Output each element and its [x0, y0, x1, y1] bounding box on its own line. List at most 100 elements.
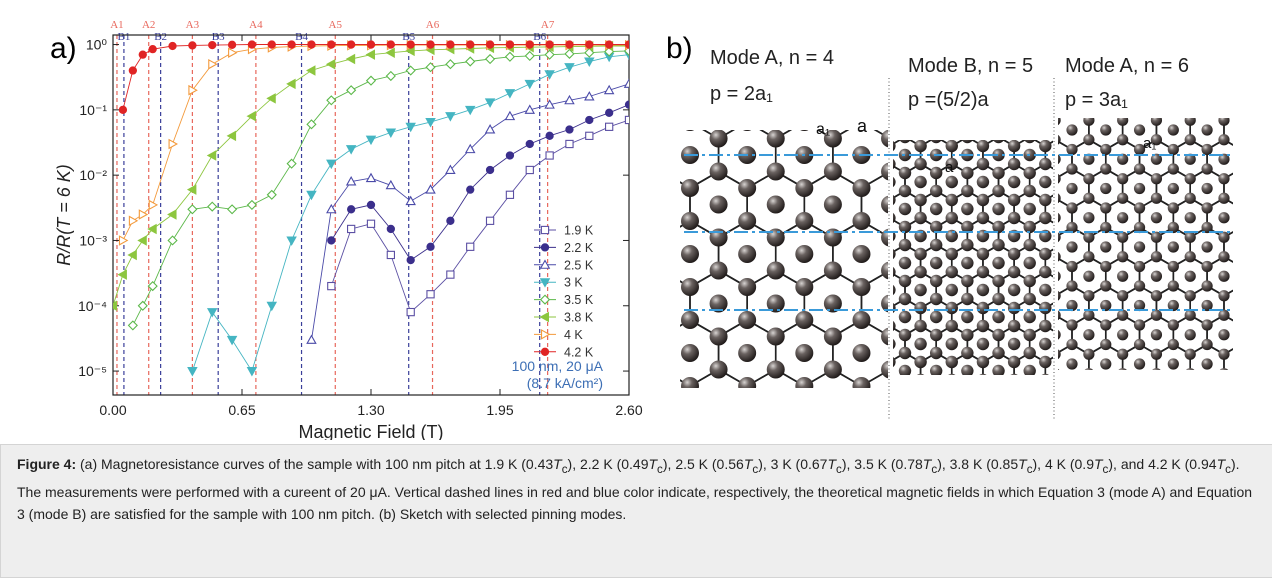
bond: [858, 299, 874, 308]
atom: [1050, 407, 1061, 418]
atom: [881, 394, 899, 412]
bond: [1140, 432, 1157, 440]
atom: [1007, 175, 1021, 189]
atom: [898, 202, 912, 216]
atom: [992, 292, 1005, 306]
atom: [945, 283, 958, 297]
atom: [929, 184, 943, 198]
atom: [961, 401, 973, 413]
marker: [624, 115, 629, 125]
atom: [914, 140, 927, 153]
atom: [893, 194, 896, 206]
marker: [525, 139, 534, 149]
atom: [1050, 388, 1061, 399]
bond: [889, 407, 905, 416]
atom: [992, 256, 1005, 270]
bond: [858, 164, 874, 173]
atom: [1086, 401, 1098, 413]
atom: [1100, 299, 1112, 312]
atom: [766, 195, 785, 214]
atom: [893, 266, 896, 278]
atom: [910, 377, 928, 395]
marker: [226, 335, 238, 346]
atom: [1066, 143, 1078, 156]
marker: [306, 334, 317, 344]
atom: [914, 301, 927, 315]
bond: [890, 122, 919, 139]
atom: [976, 319, 990, 333]
marker: [187, 367, 198, 377]
bond: [1241, 81, 1258, 91]
marker: [347, 205, 356, 214]
atom: [1235, 436, 1246, 440]
bond: [936, 434, 952, 440]
atom: [824, 394, 842, 412]
atom: [1185, 76, 1196, 87]
atom: [976, 265, 990, 279]
marker: [425, 118, 436, 128]
marker: [326, 159, 337, 170]
bond: [905, 407, 921, 416]
atom: [914, 157, 927, 171]
bond: [1092, 110, 1108, 119]
bond: [1156, 403, 1173, 413]
bond: [890, 419, 919, 436]
atom: [1008, 104, 1020, 116]
bond: [1038, 111, 1055, 121]
marker: [206, 308, 218, 318]
atom: [1252, 388, 1263, 399]
bond: [776, 419, 805, 436]
atom: [992, 310, 1005, 324]
atom: [1100, 202, 1112, 214]
marker: [186, 184, 197, 195]
atom: [899, 113, 911, 125]
atom: [1118, 368, 1127, 370]
bond: [874, 407, 890, 416]
atom: [961, 274, 974, 288]
bond: [936, 407, 952, 416]
atom: [1007, 140, 1021, 153]
atom: [1201, 280, 1213, 292]
caption-symbol: T: [922, 456, 932, 472]
atom: [1201, 299, 1213, 312]
marker: [564, 94, 575, 105]
atom: [868, 437, 880, 440]
lattice-label: a: [945, 159, 954, 176]
marker: [484, 124, 496, 134]
atom: [1151, 95, 1162, 106]
atom: [1033, 378, 1044, 389]
atom: [624, 344, 642, 362]
atom: [1066, 163, 1078, 175]
atom: [914, 265, 927, 279]
bond: [1076, 407, 1092, 416]
atom: [1218, 388, 1229, 399]
bond: [1030, 434, 1046, 440]
atom: [1117, 192, 1129, 204]
marker: [465, 56, 476, 67]
marker: [426, 242, 435, 251]
reference-label: B4: [295, 31, 308, 43]
atom: [823, 360, 842, 379]
atom: [929, 220, 943, 234]
atom: [1039, 265, 1052, 279]
marker: [540, 329, 551, 340]
atom: [1167, 358, 1179, 370]
atom: [868, 239, 880, 251]
atom: [624, 377, 642, 395]
bond: [1224, 432, 1241, 440]
marker: [505, 151, 515, 160]
marker: [365, 75, 377, 86]
atom: [976, 337, 990, 351]
atom: [1083, 192, 1095, 204]
atom: [1024, 140, 1036, 144]
bond: [1258, 228, 1272, 238]
atom: [1168, 378, 1179, 389]
atom: [977, 392, 989, 404]
atom: [1134, 436, 1145, 440]
atom: [1117, 309, 1129, 321]
atom: [1008, 392, 1020, 404]
marker: [445, 59, 456, 70]
mode-pitch: p = 3a₁: [1065, 89, 1128, 111]
legend-label: 4.2 K: [564, 345, 594, 359]
